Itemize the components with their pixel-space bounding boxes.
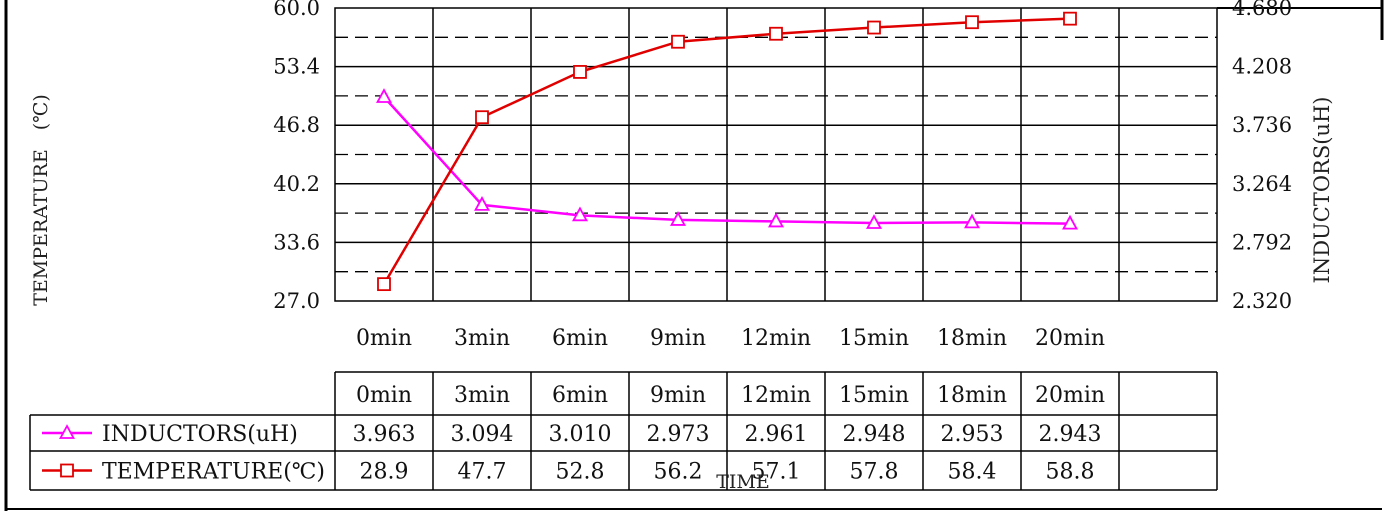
right-tick-label: 4.680 (1232, 0, 1292, 20)
legend-entry: TEMPERATURE(℃) (42, 460, 325, 485)
table-value-cell: 2.953 (941, 422, 1004, 447)
series-line (383, 96, 1071, 225)
data-point-square (769, 26, 783, 41)
table-value-cell: 52.8 (556, 460, 605, 485)
right-tick-label: 3.736 (1232, 113, 1292, 137)
left-tick-label: 40.2 (273, 172, 320, 196)
right-tick-label: 3.264 (1232, 172, 1292, 196)
legend-label: TEMPERATURE(℃) (102, 460, 325, 485)
right-axis-ticks: 2.320 2.792 3.264 3.736 4.208 4.680 (1232, 0, 1292, 313)
data-point-square (377, 277, 391, 292)
left-tick-label: 53.4 (273, 55, 320, 79)
legend-label: INDUCTORS(uH) (102, 422, 298, 447)
data-point-triangle (767, 212, 785, 228)
plot-grid (334, 7, 1218, 302)
x-axis-ticks: 0min 3min 6min 9min 12min 15min 18min 20min (356, 326, 1105, 351)
series-layer (375, 11, 1079, 292)
right-axis-label: INDUCTORS(uH) (1310, 97, 1334, 284)
x-tick-label: 9min (650, 326, 706, 351)
left-axis-label: TEMPERATURE (℃) (30, 94, 52, 306)
table-header-cell: 15min (839, 383, 909, 408)
table-value-cell: 2.973 (647, 422, 710, 447)
table-value-cell: 58.8 (1046, 460, 1095, 485)
table-value-cell: 2.948 (843, 422, 906, 447)
data-table: 0min 3min 6min 9min 12min 15min 18min 20min INDU… (29, 371, 1218, 491)
data-point-square (965, 15, 979, 30)
table-value-cell: 3.094 (451, 422, 514, 447)
right-tick-label: 4.208 (1232, 55, 1292, 79)
legend-marker-square (60, 463, 74, 478)
table-value-cell: 57.8 (850, 460, 899, 485)
data-point-triangle (963, 213, 981, 229)
table-header-cell: 6min (552, 383, 608, 408)
series-line (382, 17, 1071, 285)
data-point-square (671, 34, 685, 49)
table-value-cell: 2.943 (1039, 422, 1102, 447)
series-temperature (377, 11, 1077, 292)
table-header-cell: 0min (356, 383, 412, 408)
data-point-triangle (375, 88, 393, 103)
table-value-cell: 56.2 (654, 460, 703, 485)
table-value-cell: 47.7 (458, 460, 507, 485)
table-value-cell: 2.961 (745, 422, 808, 447)
table-value-cell: 28.9 (360, 460, 409, 485)
data-point-triangle (1061, 214, 1079, 230)
table-header-cell: 3min (454, 383, 510, 408)
left-tick-label: 33.6 (273, 230, 320, 254)
data-point-triangle (473, 196, 491, 211)
figure-frame (4, 0, 1384, 511)
legend-entry: INDUCTORS(uH) (42, 422, 298, 447)
left-tick-label: 46.8 (273, 113, 320, 137)
table-value-cell: 3.010 (549, 422, 612, 447)
x-tick-label: 3min (454, 326, 510, 351)
data-point-triangle (865, 214, 883, 229)
table-value-cell: 3.963 (353, 422, 416, 447)
table-value-cell: 58.4 (948, 460, 997, 485)
table-header-cell: 18min (937, 383, 1007, 408)
data-point-square (573, 65, 587, 79)
data-point-square (475, 110, 489, 125)
table-header-cell: 12min (741, 383, 811, 408)
data-point-triangle (669, 211, 687, 226)
series-inductors (375, 88, 1079, 230)
left-tick-label: 60.0 (273, 0, 320, 20)
right-tick-label: 2.792 (1232, 230, 1292, 254)
table-value-cell: 57.1 (752, 460, 801, 485)
table-header-cell: 9min (650, 383, 706, 408)
right-tick-label: 2.320 (1232, 289, 1292, 313)
x-tick-label: 15min (839, 326, 909, 351)
legend-marker-triangle (58, 424, 76, 439)
x-tick-label: 18min (937, 326, 1007, 351)
data-point-square (867, 20, 881, 35)
x-tick-label: 12min (741, 326, 811, 351)
x-tick-label: 0min (356, 326, 412, 351)
x-tick-label: 6min (552, 326, 608, 351)
x-axis-label: TIME (716, 471, 770, 493)
left-axis-ticks: 27.0 33.6 40.2 46.8 53.4 60.0 (273, 0, 320, 313)
data-point-square (1063, 11, 1077, 26)
table-header-cell: 20min (1035, 383, 1105, 408)
left-tick-label: 27.0 (273, 289, 320, 313)
data-point-triangle (571, 206, 589, 222)
x-tick-label: 20min (1035, 326, 1105, 351)
